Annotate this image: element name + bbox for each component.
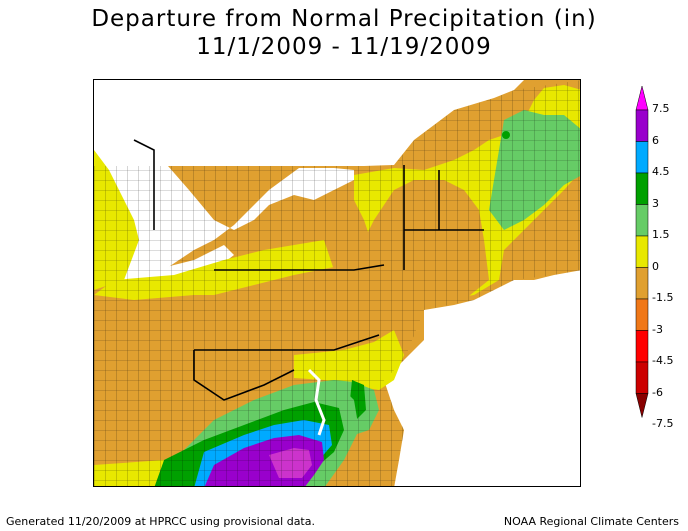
legend-swatch — [635, 267, 649, 300]
legend-swatch — [635, 298, 649, 331]
legend-swatch — [635, 361, 649, 394]
legend-swatch — [635, 204, 649, 237]
legend-label: -6 — [652, 385, 663, 399]
county-boundaries — [94, 80, 580, 486]
legend-label: -1.5 — [652, 291, 674, 304]
legend-swatch — [635, 141, 649, 174]
legend-swatch — [635, 109, 649, 142]
legend-swatch — [635, 235, 649, 268]
legend-label: -7.5 — [652, 417, 674, 430]
legend-swatch — [635, 330, 649, 363]
legend-label: 1.5 — [652, 228, 670, 241]
legend-label: 0 — [652, 259, 659, 273]
chesapeake-bay — [307, 368, 326, 436]
map-date-range: 11/1/2009 - 11/19/2009 — [196, 34, 492, 60]
legend-swatch — [635, 172, 649, 205]
legend-label: -3 — [652, 322, 663, 336]
map-title: Departure from Normal Precipitation (in) — [91, 6, 597, 32]
legend-label: 3 — [652, 196, 659, 210]
legend-label: -4.5 — [652, 354, 674, 367]
legend-label: 4.5 — [652, 165, 670, 178]
legend-top-arrow — [635, 85, 649, 111]
precipitation-map — [93, 79, 581, 487]
generated-note: Generated 11/20/2009 at HPRCC using prov… — [6, 515, 315, 528]
legend-label: 7.5 — [652, 102, 670, 115]
canada-no-data — [94, 80, 580, 166]
atlantic-ocean — [384, 270, 580, 486]
state-boundaries — [133, 139, 484, 401]
legend-label: 6 — [652, 133, 659, 147]
credit-text: NOAA Regional Climate Centers — [503, 515, 679, 528]
legend-bottom-arrow — [635, 393, 649, 418]
legend — [620, 78, 688, 468]
